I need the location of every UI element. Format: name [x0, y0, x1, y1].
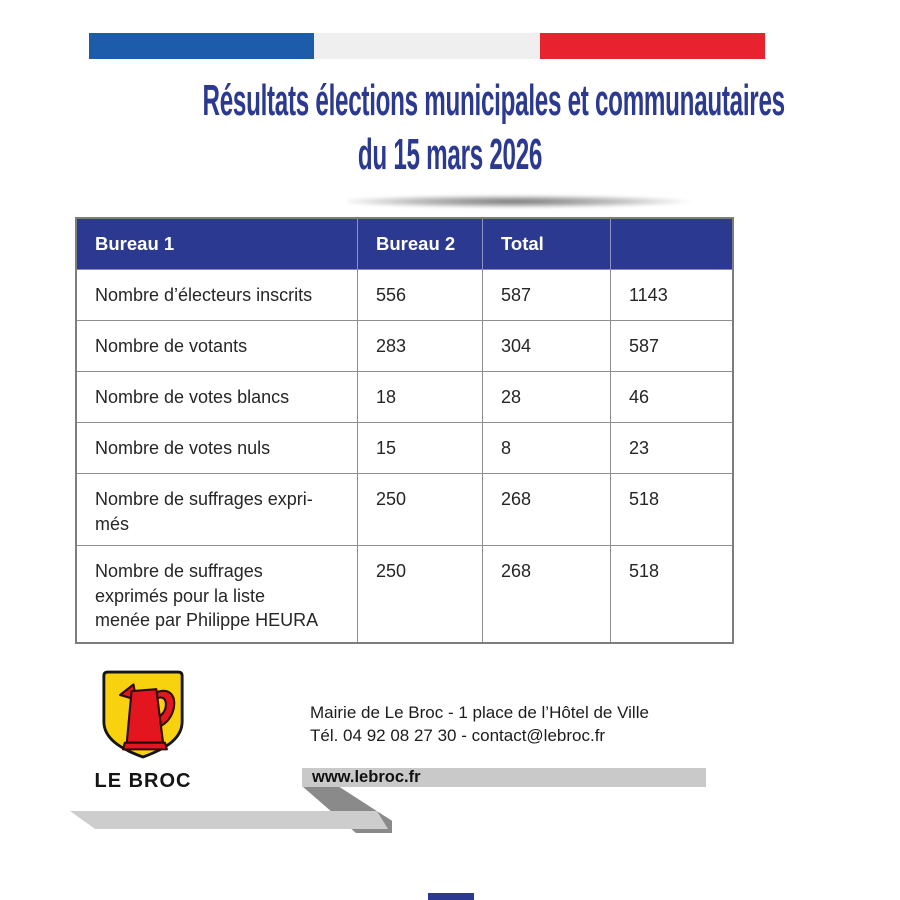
results-table: Bureau 1 Bureau 2 Total Nombre d’électeu… — [75, 217, 734, 644]
table-row-inscrits: Nombre d’électeurs inscrits 556 587 1143 — [77, 269, 732, 320]
flag-red-stripe — [539, 33, 765, 59]
row-value: 518 — [610, 474, 732, 545]
header-cell-bureau1: Bureau 1 — [95, 233, 175, 254]
row-value: 46 — [610, 372, 732, 422]
row-value: 268 — [482, 474, 610, 545]
table-header-row: Bureau 1 Bureau 2 Total — [77, 219, 732, 269]
table-row-suffrages-exprimes: Nombre de suffrages expri- més 250 268 5… — [77, 473, 732, 545]
row-label: Nombre de suffrages expri- més — [95, 489, 313, 534]
row-value: 587 — [610, 321, 732, 371]
row-value: 1143 — [610, 270, 732, 320]
row-value: 28 — [482, 372, 610, 422]
table-drop-shadow — [348, 192, 810, 211]
row-value: 8 — [482, 423, 610, 473]
address-line1: Mairie de Le Broc - 1 place de l’Hôtel d… — [310, 703, 649, 722]
row-value: 250 — [357, 474, 482, 545]
address-block: Mairie de Le Broc - 1 place de l’Hôtel d… — [310, 701, 649, 747]
table-row-votes-blancs: Nombre de votes blancs 18 28 46 — [77, 371, 732, 422]
flag-white-stripe — [314, 33, 540, 59]
logo-label: LE BROC — [94, 770, 192, 792]
flag-blue-stripe — [89, 33, 315, 59]
header-cell-empty — [610, 219, 732, 269]
page-title-line2: du 15 mars 2026 — [357, 130, 543, 179]
row-label: Nombre de suffrages exprimés pour la lis… — [95, 561, 319, 630]
bottom-blue-strip — [428, 893, 474, 900]
row-value: 15 — [357, 423, 482, 473]
row-value: 283 — [357, 321, 482, 371]
row-label: Nombre d’électeurs inscrits — [95, 285, 313, 305]
row-value: 23 — [610, 423, 732, 473]
website-url: www.lebroc.fr — [312, 768, 421, 786]
row-label: Nombre de votes blancs — [95, 387, 290, 407]
row-value: 518 — [610, 546, 732, 642]
french-flag — [89, 33, 765, 59]
row-value: 556 — [357, 270, 482, 320]
row-label: Nombre de votes nuls — [95, 438, 271, 458]
table-row-suffrages-liste-heura: Nombre de suffrages exprimés pour la lis… — [77, 545, 732, 642]
row-value: 304 — [482, 321, 610, 371]
website-banner: www.lebroc.fr — [302, 768, 706, 787]
row-value: 587 — [482, 270, 610, 320]
ribbon-lower-bar — [70, 811, 388, 829]
le-broc-coat-of-arms-icon — [102, 670, 184, 759]
address-line2: Tél. 04 92 08 27 30 - contact@lebroc.fr — [310, 726, 606, 745]
header-cell-total: Total — [482, 219, 610, 269]
row-label: Nombre de votants — [95, 336, 248, 356]
table-row-votes-nuls: Nombre de votes nuls 15 8 23 — [77, 422, 732, 473]
header-cell-bureau2: Bureau 2 — [357, 219, 482, 269]
table-row-votants: Nombre de votants 283 304 587 — [77, 320, 732, 371]
row-value: 18 — [357, 372, 482, 422]
row-value: 250 — [357, 546, 482, 642]
page-title-line1: Résultats élections municipales et commu… — [202, 76, 786, 125]
row-value: 268 — [482, 546, 610, 642]
